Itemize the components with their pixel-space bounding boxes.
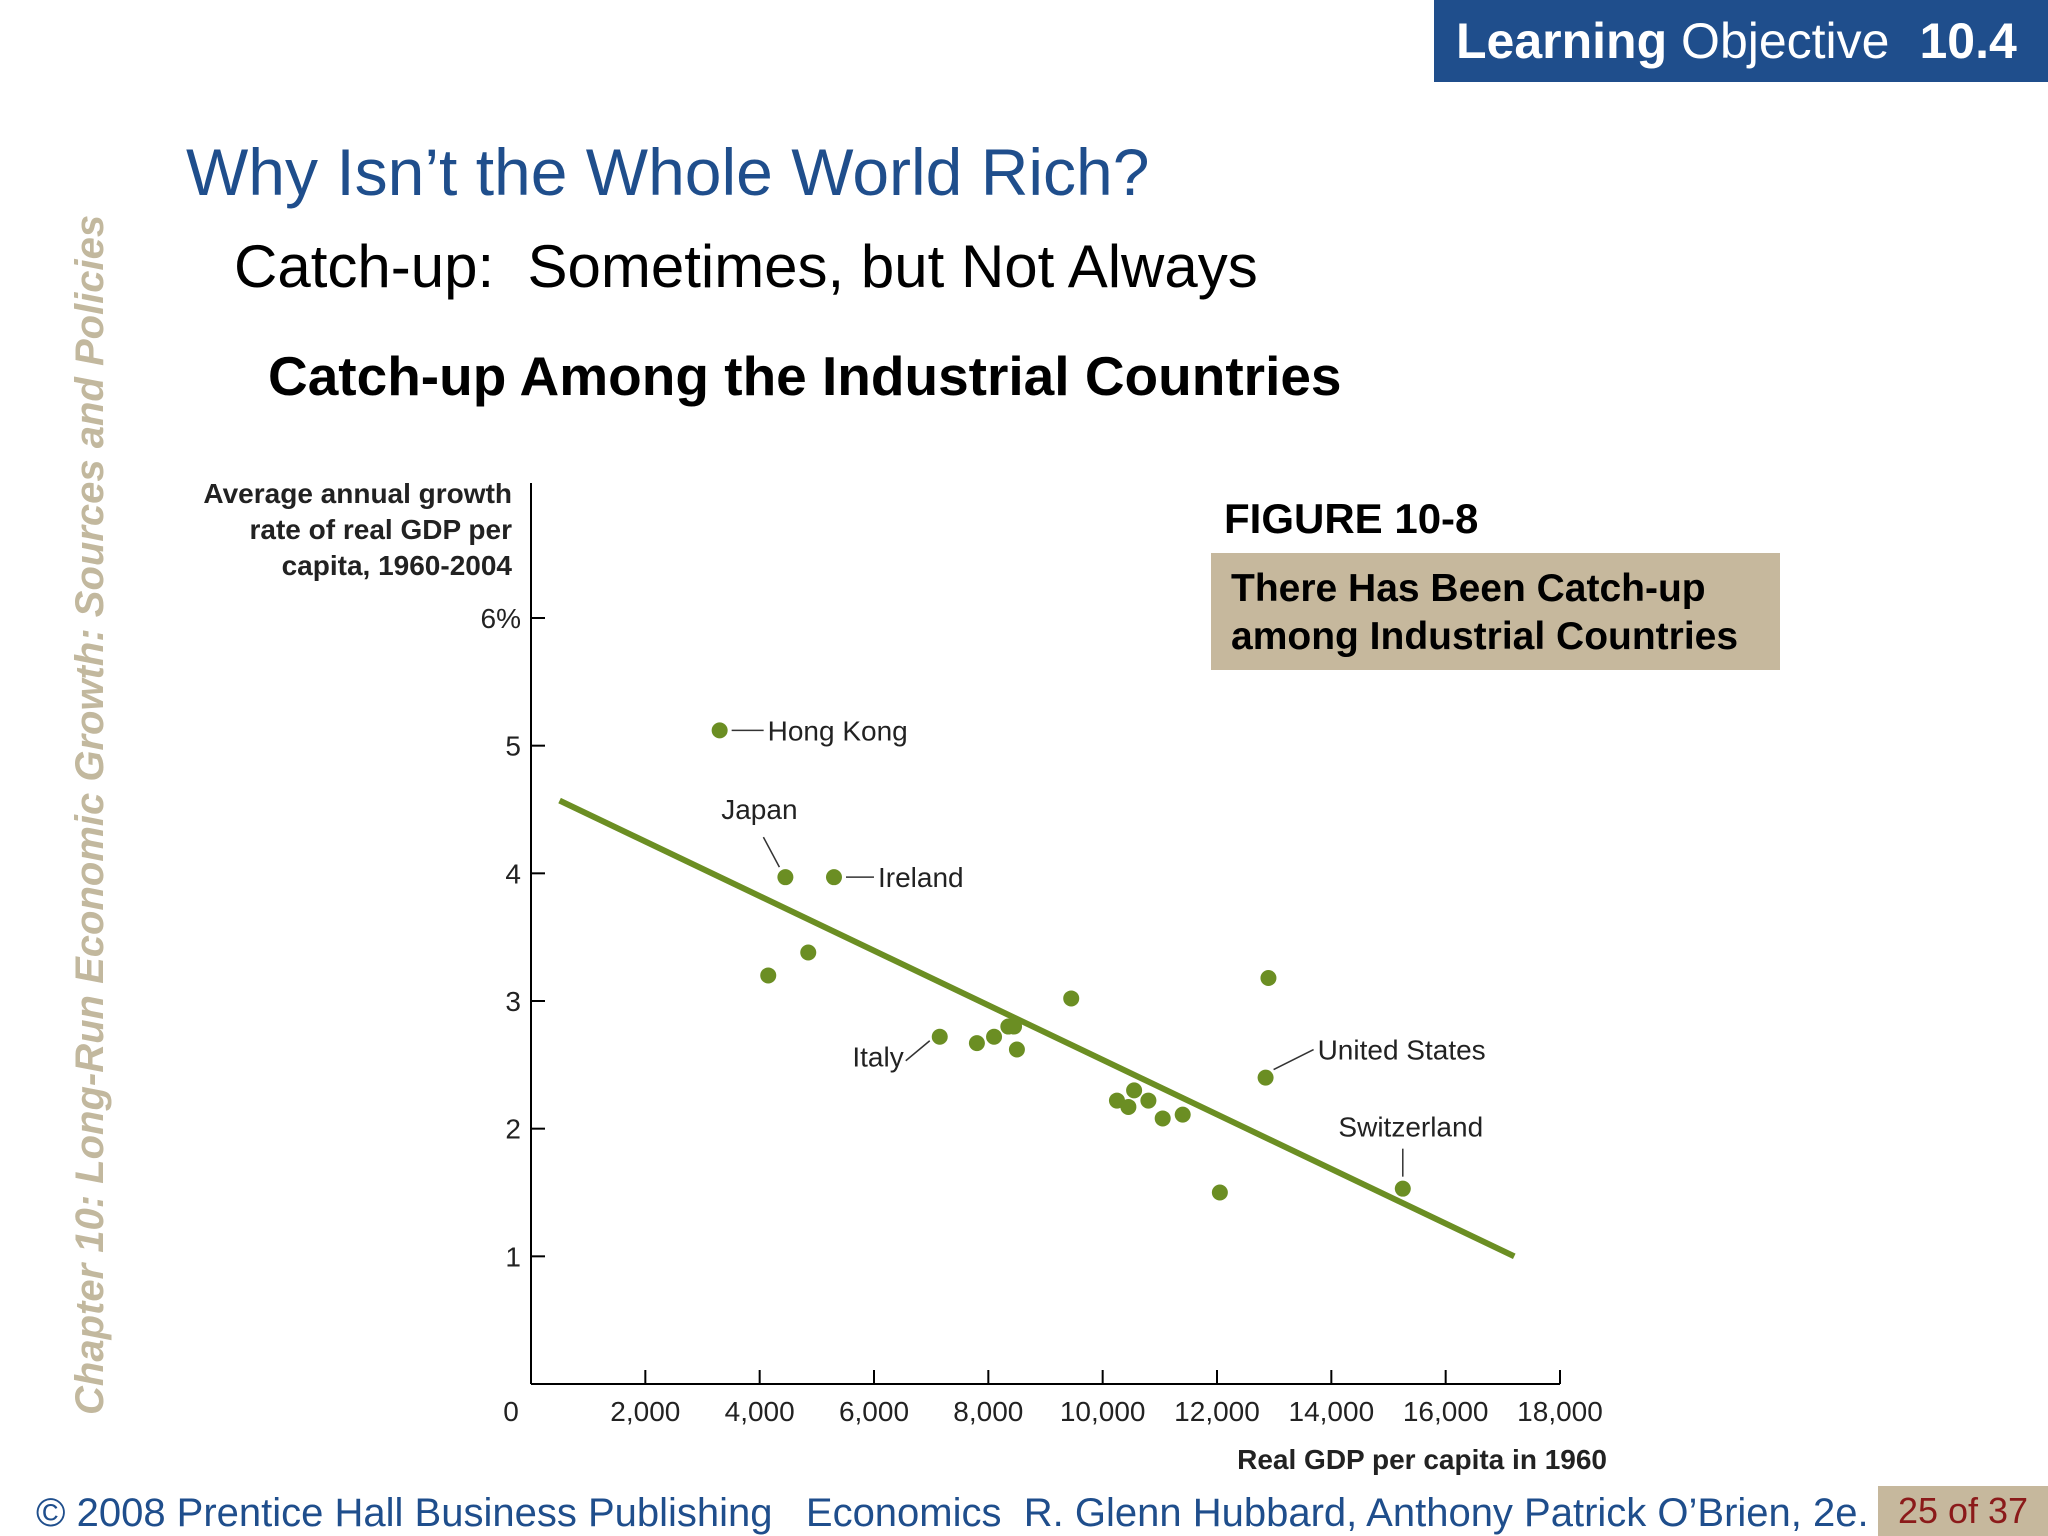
y-tick-label: 5	[505, 731, 521, 762]
scatter-chart: Average annual growth rate of real GDP pe…	[203, 478, 1607, 1475]
x-tick-label: 6,000	[839, 1396, 909, 1427]
y-tick-label: 1	[505, 1241, 521, 1272]
figure-caption-line2: among Industrial Countries	[1231, 615, 1739, 658]
learning-objective-badge: Learning Objective 10.4	[1434, 0, 2048, 82]
y-axis-label-line: rate of real GDP per	[250, 514, 513, 545]
footer-copyright: © 2008 Prentice Hall Business Publishing…	[36, 1491, 1869, 1535]
data-point	[1257, 1069, 1274, 1086]
y-axis-label-line: capita, 1960-2004	[282, 550, 513, 581]
slide-subtitle: Catch-up: Sometimes, but Not Always	[234, 233, 1258, 300]
trend-line	[558, 797, 1516, 1260]
point-label: Italy	[852, 1042, 903, 1073]
data-point	[1211, 1184, 1228, 1201]
origin-label: 0	[503, 1396, 519, 1427]
data-point	[931, 1028, 948, 1045]
data-point	[800, 944, 817, 961]
data-point	[1008, 1041, 1025, 1058]
chart-ticks: 0 1 2 3 4 5 6% 2,000 4,000 6,000 8,000 10,000 12,000…	[481, 603, 1603, 1427]
x-tick-label: 18,000	[1517, 1396, 1603, 1427]
data-point	[986, 1028, 1003, 1045]
data-point	[1394, 1180, 1411, 1197]
chart-axes: Average annual growth rate of real GDP pe…	[203, 478, 1607, 1475]
trend-line-group	[558, 797, 1516, 1260]
figure-caption-line1: There Has Been Catch-up	[1231, 567, 1706, 610]
data-point	[1174, 1106, 1191, 1123]
y-tick-label: 3	[505, 986, 521, 1017]
y-tick-label: 2	[505, 1114, 521, 1145]
data-point	[777, 869, 794, 886]
point-label: Japan	[721, 794, 797, 825]
learning-objective-bold: Learning	[1456, 13, 1668, 69]
point-label: Switzerland	[1338, 1112, 1483, 1143]
learning-objective-number: 10.4	[1919, 13, 2017, 69]
point-labels: Hong Kong Japan Ireland Italy United States S…	[721, 715, 1486, 1177]
data-point	[711, 722, 728, 739]
x-tick-label: 14,000	[1289, 1396, 1375, 1427]
point-label: Ireland	[878, 862, 964, 893]
point-label: Hong Kong	[768, 715, 908, 746]
data-point	[1063, 990, 1080, 1007]
data-point	[825, 869, 842, 886]
x-tick-label: 8,000	[953, 1396, 1023, 1427]
data-point	[1006, 1018, 1023, 1035]
point-label: United States	[1318, 1035, 1486, 1066]
x-tick-label: 4,000	[725, 1396, 795, 1427]
data-point	[1260, 970, 1277, 987]
slide-title: Why Isn’t the Whole World Rich?	[186, 135, 1150, 209]
data-point	[1140, 1092, 1157, 1109]
label-leader-line	[905, 1040, 931, 1062]
page-number: 25 of 37	[1878, 1486, 2048, 1536]
figure-number: FIGURE 10-8	[1224, 495, 1479, 542]
x-tick-label: 2,000	[610, 1396, 680, 1427]
label-leader-line	[762, 836, 781, 868]
data-point	[1154, 1110, 1171, 1127]
figure-caption-box: There Has Been Catch-up among Industrial…	[1211, 553, 1780, 670]
learning-objective-regular: Objective	[1681, 13, 1890, 69]
data-point	[1120, 1098, 1137, 1115]
x-axis-label: Real GDP per capita in 1960	[1237, 1444, 1607, 1475]
x-tick-label: 10,000	[1060, 1396, 1146, 1427]
y-tick-label: 4	[505, 858, 521, 889]
y-axis-label-line: Average annual growth	[203, 478, 512, 509]
data-point	[760, 967, 777, 984]
x-tick-label: 12,000	[1174, 1396, 1260, 1427]
label-leader-line	[1273, 1048, 1314, 1071]
data-points	[711, 722, 1411, 1201]
x-tick-label: 16,000	[1403, 1396, 1489, 1427]
data-point	[1126, 1082, 1143, 1099]
y-tick-label: 6%	[481, 603, 521, 634]
data-point	[968, 1035, 985, 1052]
chart-heading: Catch-up Among the Industrial Countries	[268, 345, 1342, 407]
